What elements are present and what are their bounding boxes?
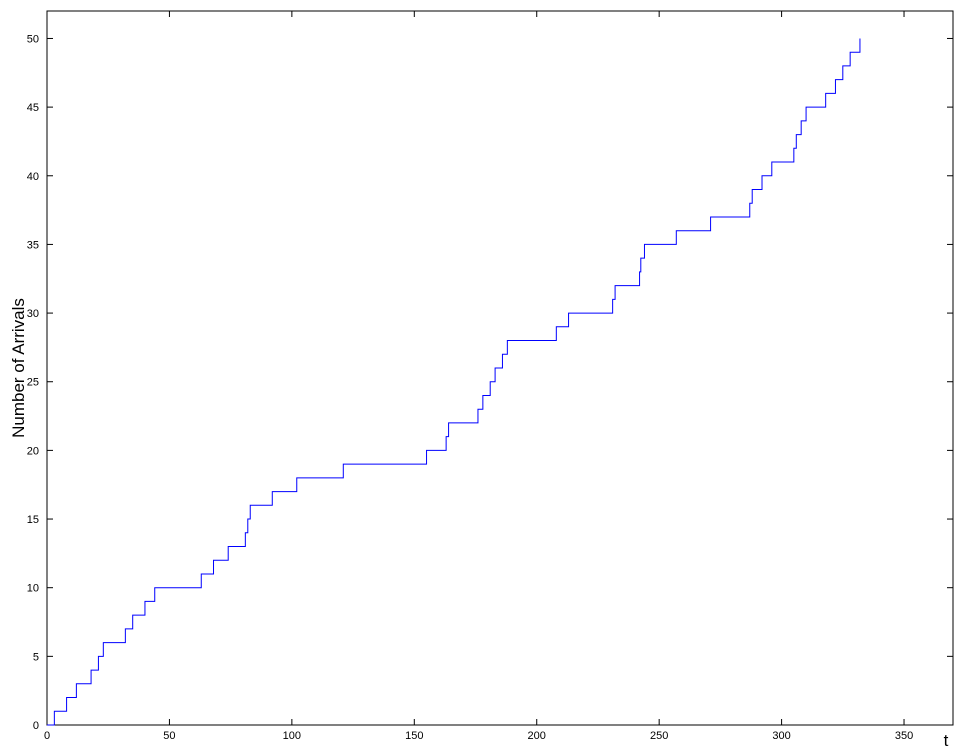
y-tick-label: 50: [27, 33, 39, 45]
y-tick-label: 5: [33, 651, 39, 663]
y-tick-label: 40: [27, 171, 39, 183]
x-tick-label: 350: [895, 730, 913, 742]
y-axis-label: Number of Arrivals: [9, 298, 28, 438]
x-tick-label: 300: [772, 730, 790, 742]
x-tick-label: 50: [163, 730, 175, 742]
y-tick-label: 20: [27, 445, 39, 457]
x-tick-label: 250: [650, 730, 668, 742]
y-tick-label: 35: [27, 239, 39, 251]
tick-layer: 0 50 100 150 200 250 300 350 0 5 10 15 20 25 30 35 40 45 5…: [27, 11, 953, 742]
y-tick-label: 30: [27, 308, 39, 320]
y-tick-label: 15: [27, 514, 39, 526]
x-tick-label: 0: [44, 730, 50, 742]
y-tick-label: 0: [33, 720, 39, 732]
arrivals-series-line: [47, 38, 861, 726]
x-tick-label: 200: [528, 730, 546, 742]
x-axis-label: t: [944, 731, 949, 750]
x-tick-label: 100: [283, 730, 301, 742]
x-tick-label: 150: [405, 730, 423, 742]
y-tick-label: 25: [27, 377, 39, 389]
y-tick-label: 45: [27, 102, 39, 114]
y-tick-label: 10: [27, 583, 39, 595]
